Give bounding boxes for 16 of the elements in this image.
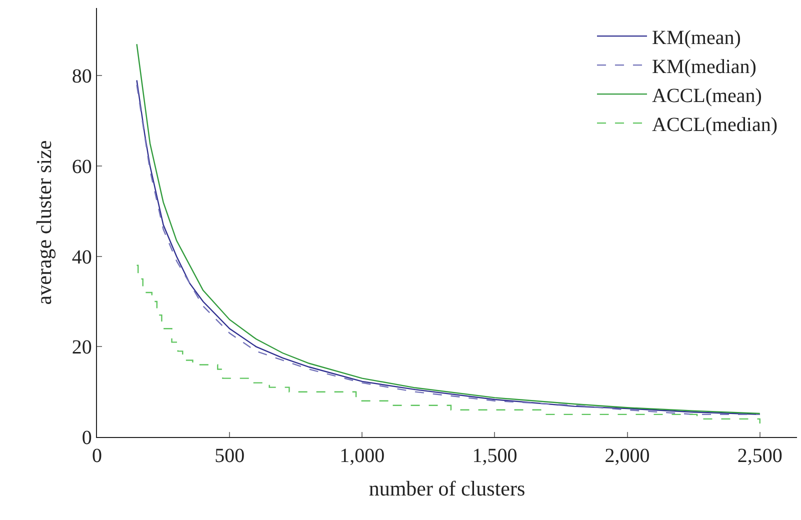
legend-label: ACCL(mean) <box>652 84 762 107</box>
y-axis-title: average cluster size <box>32 140 56 305</box>
x-axis-title: number of clusters <box>368 476 526 500</box>
y-tick-label: 20 <box>72 336 92 359</box>
legend-label: KM(median) <box>652 56 756 78</box>
y-tick-label: 40 <box>72 246 92 268</box>
x-tick-label: 2,500 <box>737 445 782 468</box>
y-tick-label: 0 <box>82 427 92 449</box>
y-tick-label: 80 <box>72 66 92 88</box>
x-tick-label: 2,000 <box>604 445 650 468</box>
x-tick-label: 1,000 <box>340 445 385 468</box>
y-tick-label: 60 <box>72 156 92 178</box>
legend-label: KM(mean) <box>652 26 741 49</box>
x-tick-label: 1,500 <box>472 445 518 468</box>
x-tick-label: 500 <box>214 445 245 468</box>
legend-label: ACCL(median) <box>652 114 778 136</box>
